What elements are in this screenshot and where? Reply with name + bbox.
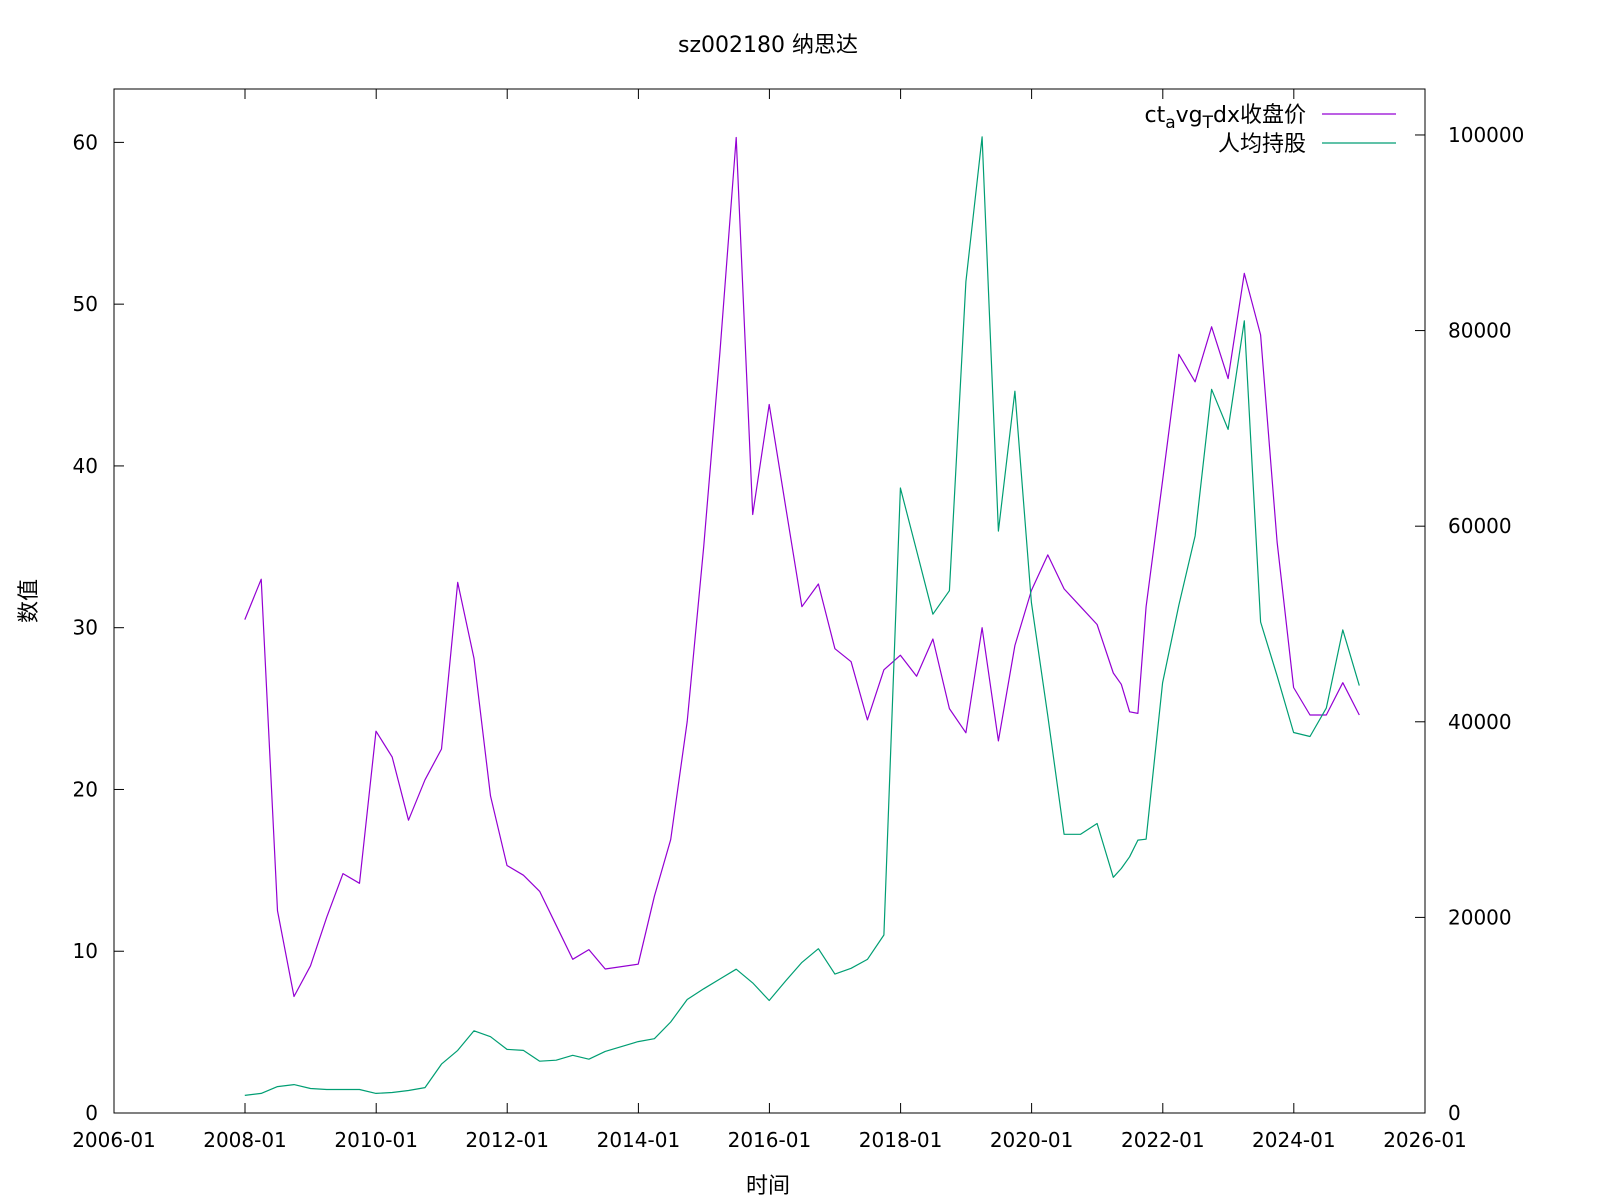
y-right-tick-label: 60000	[1448, 514, 1512, 538]
x-tick-label: 2014-01	[597, 1128, 681, 1152]
x-axis-title: 时间	[746, 1174, 790, 1199]
y-left-tick-label: 50	[73, 292, 98, 316]
chart-title: sz002180 纳思达	[678, 33, 858, 58]
series-line-price	[244, 136, 1360, 998]
x-tick-label: 2006-01	[72, 1128, 156, 1152]
legend-label-part: a	[1165, 113, 1175, 133]
legend-label: ctavgTdx收盘价	[1144, 103, 1306, 133]
x-tick-label: 2012-01	[465, 1128, 549, 1152]
x-tick-label: 2016-01	[728, 1128, 812, 1152]
y-right-tick-label: 0	[1448, 1101, 1461, 1125]
legend-label-part: T	[1202, 113, 1214, 133]
y-right-tick-label: 40000	[1448, 710, 1512, 734]
y-left-tick-label: 20	[73, 777, 98, 801]
legend-label-part: vg	[1176, 103, 1203, 128]
y-left-tick-label: 10	[73, 939, 98, 963]
x-tick-label: 2020-01	[990, 1128, 1074, 1152]
y-right-tick-label: 20000	[1448, 905, 1512, 929]
y-axis-title: 数值	[17, 579, 42, 623]
series-line-holding	[244, 136, 1360, 1096]
y-left-tick-label: 30	[73, 616, 98, 640]
y-left-tick-label: 40	[73, 454, 98, 478]
x-tick-label: 2010-01	[334, 1128, 418, 1152]
legend-label-part: dx收盘价	[1213, 103, 1306, 128]
x-tick-label: 2022-01	[1121, 1128, 1205, 1152]
y-right-tick-label: 100000	[1448, 123, 1524, 147]
y-right-tick-label: 80000	[1448, 319, 1512, 343]
series-layer	[244, 136, 1360, 1096]
y-left-tick-label: 60	[73, 130, 98, 154]
axes: 2006-01 2008-01 2010-01 2012-01 2014-01 2016-…	[72, 89, 1524, 1152]
x-tick-label: 2024-01	[1252, 1128, 1336, 1152]
legend-label-part: ct	[1144, 103, 1165, 128]
x-tick-label: 2008-01	[203, 1128, 287, 1152]
x-tick-label: 2026-01	[1383, 1128, 1467, 1152]
y-left-tick-label: 0	[85, 1101, 98, 1125]
plot-frame	[113, 88, 1426, 1114]
x-tick-label: 2018-01	[859, 1128, 943, 1152]
legend-label: 人均持股	[1218, 132, 1306, 157]
